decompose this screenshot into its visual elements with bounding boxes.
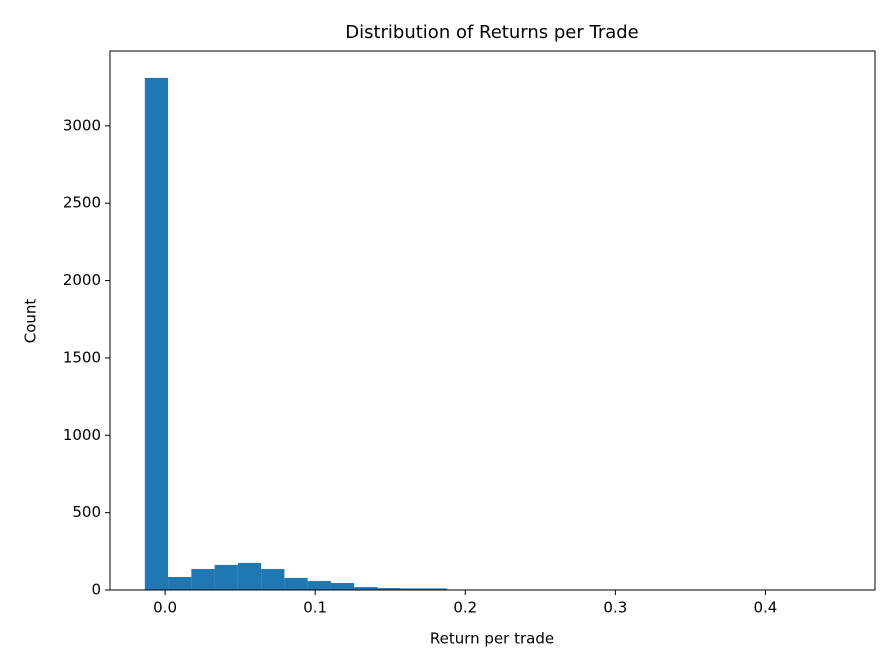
x-tick-label: 0.0 <box>153 599 177 617</box>
y-tick-label: 1000 <box>63 426 101 444</box>
bar <box>261 568 285 590</box>
bar <box>354 587 378 590</box>
bar <box>307 581 331 590</box>
y-tick-label: 1500 <box>63 348 101 366</box>
bar <box>191 568 215 590</box>
bar <box>237 562 262 590</box>
chart-title: Distribution of Returns per Trade <box>345 22 639 43</box>
bar <box>214 564 238 590</box>
bar <box>423 588 448 590</box>
bar <box>377 588 401 590</box>
y-tick-label: 2500 <box>63 194 101 212</box>
y-tick-label: 3000 <box>63 116 101 134</box>
y-tick-label: 0 <box>91 581 101 599</box>
x-tick-label: 0.3 <box>603 599 627 617</box>
y-axis-label: Count <box>22 299 40 344</box>
y-tick-label: 500 <box>72 503 101 521</box>
x-axis-label: Return per trade <box>430 630 554 648</box>
bar <box>168 577 192 590</box>
x-tick-label: 0.4 <box>754 599 778 617</box>
bar <box>284 577 308 590</box>
y-tick-label: 2000 <box>63 271 101 289</box>
x-tick-label: 0.1 <box>303 599 327 617</box>
bar <box>330 583 355 590</box>
x-tick-label: 0.2 <box>453 599 477 617</box>
bar <box>144 77 169 590</box>
bar <box>400 588 424 590</box>
plot-frame <box>109 50 876 591</box>
